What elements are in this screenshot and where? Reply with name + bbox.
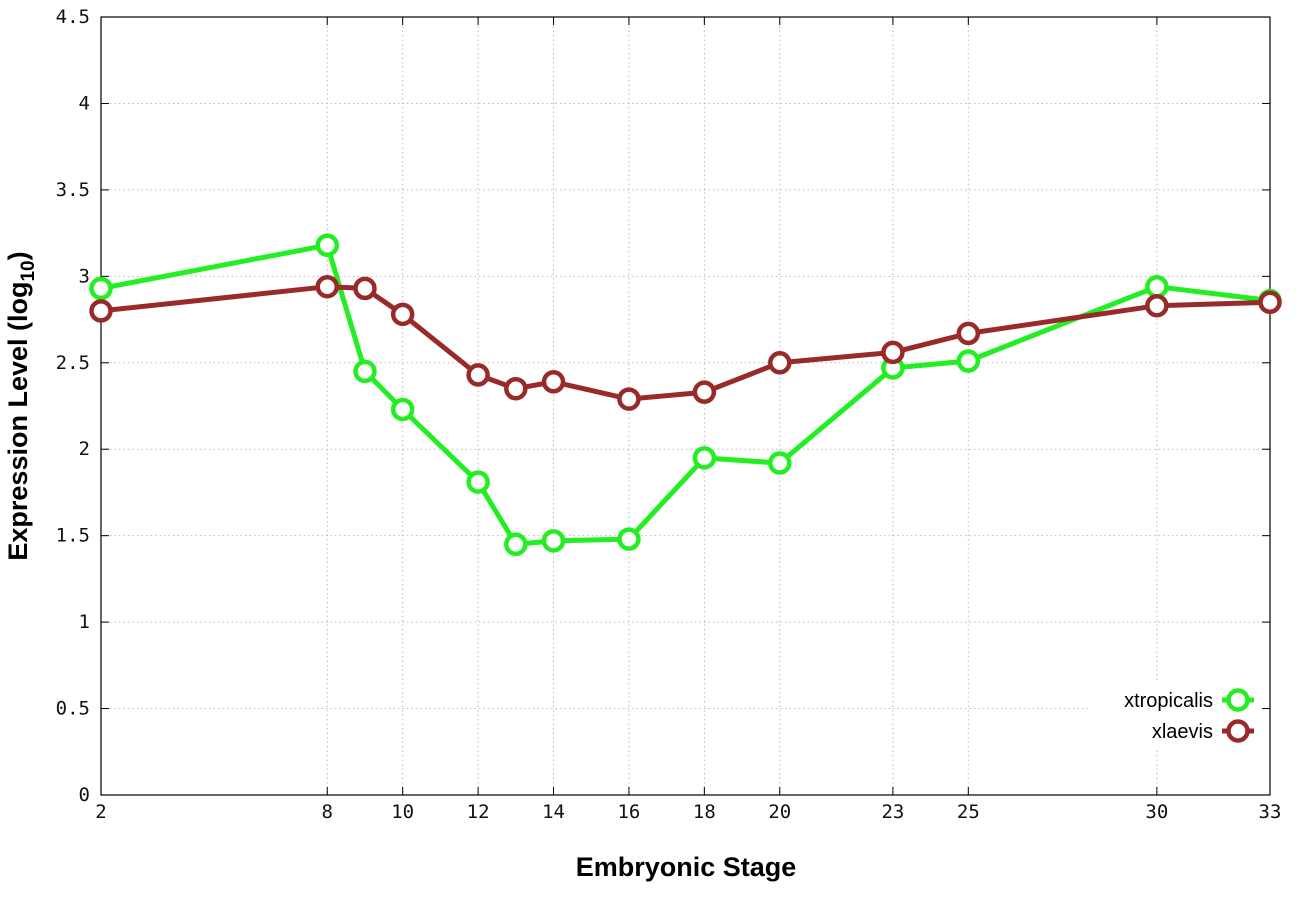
- data-point-xtropicalis: [1145, 274, 1169, 299]
- data-point-xlaevis: [89, 299, 113, 323]
- x-tick-label: 30: [1145, 801, 1168, 823]
- y-tick-label: 4: [79, 92, 90, 114]
- plot-frame: [100, 16, 1271, 796]
- x-tick-label: 2: [95, 801, 106, 823]
- x-tick-label: 14: [542, 801, 565, 823]
- y-tick-label: 3.5: [56, 179, 90, 201]
- y-tick-labels: 0 0.5 1 1.5 2 2.5 3 3.5 4 4.5: [56, 6, 90, 806]
- y-tick-label: 0.5: [56, 698, 90, 720]
- x-tick-label: 23: [881, 801, 904, 823]
- legend: xtropicalis xlaevis: [1090, 682, 1262, 748]
- series-xlaevis: [89, 274, 1282, 411]
- y-tick-label: 2.5: [56, 352, 90, 374]
- y-tick-label: 1.5: [56, 525, 90, 547]
- x-tick-label: 18: [693, 801, 716, 823]
- y-tick-label: 2: [79, 438, 90, 460]
- series-layer: [89, 233, 1282, 557]
- y-axis-title-subscript: 10: [18, 260, 39, 281]
- data-point-xlaevis: [692, 380, 717, 404]
- data-point-xtropicalis: [768, 451, 792, 475]
- grid-lines: [100, 16, 1271, 796]
- data-point-xlaevis: [881, 340, 905, 365]
- y-axis-title-end: ): [3, 251, 33, 260]
- y-tick-label: 1: [79, 611, 90, 633]
- data-point-xtropicalis: [466, 470, 490, 494]
- y-tick-label: 3: [79, 265, 90, 287]
- data-point-xlaevis: [353, 276, 377, 301]
- x-tick-label: 16: [617, 801, 640, 823]
- data-point-xtropicalis: [390, 397, 415, 422]
- data-point-xlaevis: [1258, 290, 1282, 315]
- data-point-xtropicalis: [956, 349, 981, 373]
- series-xtropicalis: [89, 233, 1282, 557]
- data-point-xlaevis: [768, 351, 792, 375]
- data-point-xlaevis: [315, 274, 340, 299]
- legend-item-xtropicalis: xtropicalis: [1124, 688, 1254, 712]
- data-point-xlaevis: [541, 370, 566, 394]
- data-point-xlaevis: [466, 363, 490, 387]
- x-axis-title: Embryonic Stage: [576, 852, 797, 882]
- data-point-xlaevis: [956, 321, 981, 346]
- series-line-xlaevis: [100, 284, 1271, 402]
- x-tick-label: 10: [391, 801, 414, 823]
- data-point-xtropicalis: [504, 532, 528, 557]
- axis-ticks: [100, 16, 1271, 796]
- data-point-xlaevis: [390, 302, 415, 327]
- data-point-xlaevis: [1145, 293, 1169, 318]
- data-point-xtropicalis: [692, 446, 717, 470]
- x-tick-label: 20: [768, 801, 791, 823]
- x-tick-label: 33: [1259, 801, 1282, 823]
- data-point-xtropicalis: [617, 527, 641, 551]
- legend-label: xtropicalis: [1124, 690, 1213, 712]
- x-tick-label: 25: [957, 801, 980, 823]
- x-tick-label: 12: [467, 801, 490, 823]
- legend-item-xlaevis: xlaevis: [1152, 719, 1254, 743]
- data-point-xlaevis: [617, 387, 641, 411]
- x-tick-label: 8: [322, 801, 333, 823]
- data-point-xtropicalis: [315, 233, 340, 257]
- y-tick-label: 4.5: [56, 6, 90, 28]
- y-axis-title-main: Expression Level (log: [3, 282, 33, 561]
- data-point-xtropicalis: [541, 529, 566, 553]
- legend-label: xlaevis: [1152, 721, 1213, 743]
- data-point-xlaevis: [504, 376, 528, 401]
- x-tick-labels: 2 8 10 12 14 16 18 20 23 25 30 33: [95, 801, 1281, 823]
- legend-marker-swatch: [1226, 688, 1250, 712]
- data-point-xtropicalis: [89, 276, 113, 301]
- y-axis-title: Expression Level (log10): [3, 251, 39, 560]
- y-tick-label: 0: [79, 784, 90, 806]
- legend-marker-swatch: [1226, 719, 1250, 743]
- data-point-xtropicalis: [353, 359, 377, 384]
